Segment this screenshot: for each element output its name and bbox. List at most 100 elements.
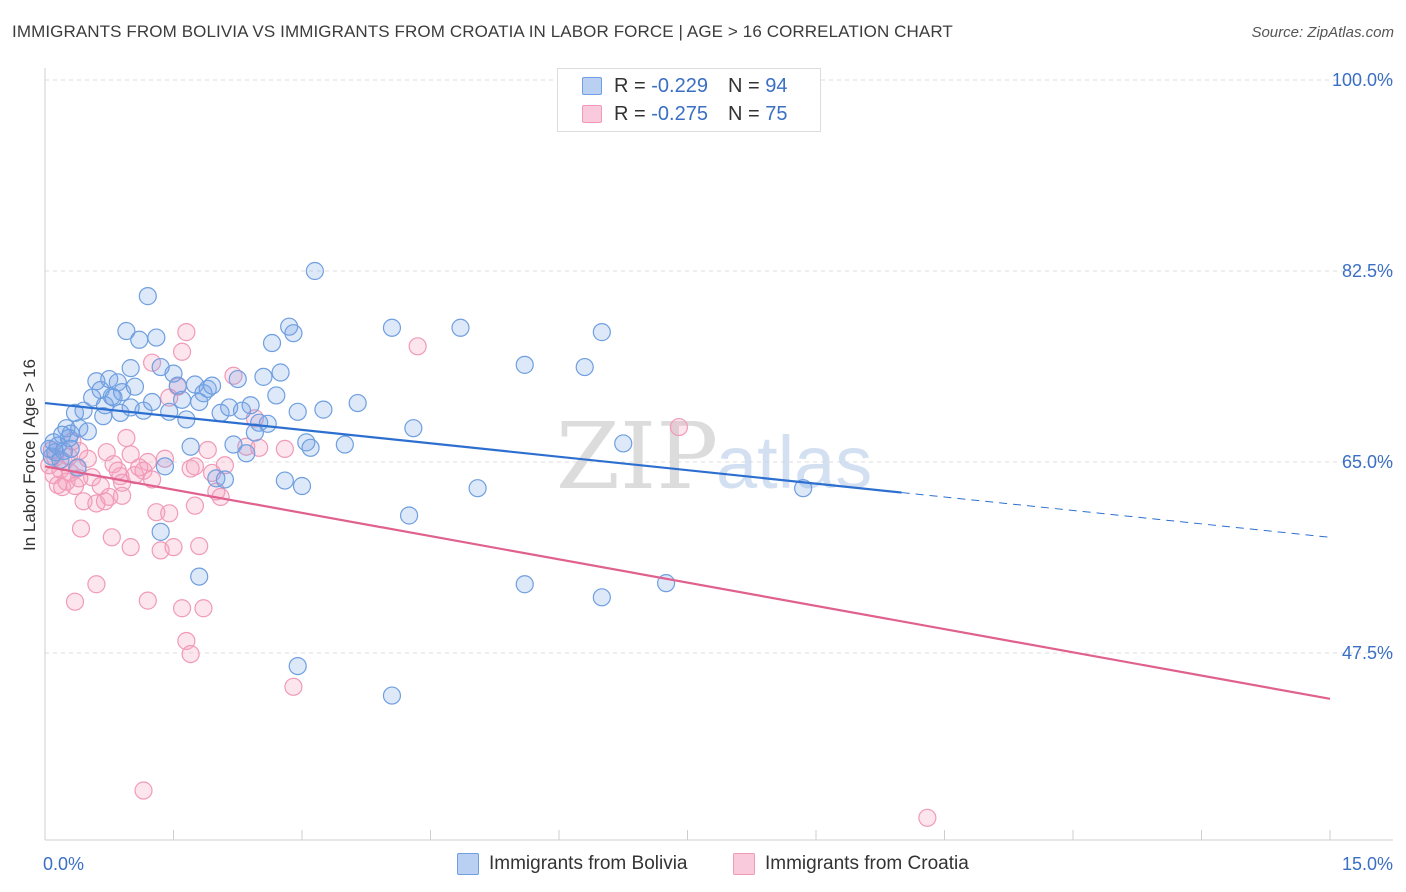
bolivia-point [314, 400, 333, 419]
croatia-point [177, 323, 196, 342]
x-tick-label: 15.0% [1342, 854, 1393, 874]
croatia-r-label: R = [614, 102, 646, 125]
bolivia-point [215, 470, 234, 489]
bolivia-point [147, 328, 166, 347]
bolivia-point [130, 330, 149, 349]
croatia-point [194, 599, 213, 618]
bolivia-point [614, 434, 633, 453]
bolivia-point [241, 396, 260, 415]
croatia-trend-line [44, 465, 1331, 700]
croatia-point [134, 781, 153, 800]
source-label: Source: ZipAtlas.com [1251, 24, 1394, 41]
bolivia-point [592, 588, 611, 607]
croatia-point [142, 353, 162, 372]
bolivia-point [382, 686, 402, 705]
croatia-point [147, 503, 166, 522]
croatia-point [121, 538, 140, 557]
bolivia-point [575, 357, 594, 377]
bolivia-point [78, 422, 97, 441]
bolivia-point [181, 437, 200, 456]
bolivia-point [117, 321, 136, 341]
bolivia-point [382, 318, 402, 337]
bolivia-point [112, 383, 132, 402]
croatia-point [215, 456, 234, 475]
bolivia-point [275, 471, 294, 490]
y-tick-label: 47.5% [1342, 643, 1393, 663]
trend-lines [44, 401, 1331, 700]
croatia-point [190, 536, 209, 556]
croatia-point [142, 470, 162, 489]
croatia-point [284, 677, 303, 696]
legend-row-bolivia: R = -0.229 N = 94 [582, 74, 787, 98]
bolivia-point [228, 369, 247, 389]
watermark-zip: ZIP [556, 403, 718, 510]
bolivia-n-value: 94 [765, 74, 788, 97]
bolivia-point [292, 476, 312, 496]
bolivia-point [301, 438, 320, 457]
bolivia-legend-label: Immigrants from Bolivia [489, 853, 688, 874]
croatia-point [71, 519, 91, 538]
chart-title: IMMIGRANTS FROM BOLIVIA VS IMMIGRANTS FR… [12, 22, 953, 41]
croatia-point [172, 342, 192, 361]
bolivia-point [138, 287, 157, 306]
bolivia-point [108, 373, 127, 392]
bolivia-point [262, 333, 282, 353]
bolivia-point [592, 323, 611, 342]
croatia-point [102, 528, 121, 547]
series-croatia-points [40, 323, 937, 827]
croatia-point [112, 486, 132, 505]
croatia-point [275, 439, 294, 459]
croatia-legend-label: Immigrants from Croatia [765, 853, 969, 874]
bolivia-point [164, 364, 183, 383]
bolivia-r-label: R = [614, 74, 646, 97]
croatia-point [198, 440, 217, 460]
croatia-point [181, 644, 200, 664]
croatia-point [185, 457, 205, 476]
tick-labels: 47.5% 65.0% 82.5% 100.0% 0.0% 15.0% [43, 70, 1393, 874]
croatia-point [155, 449, 175, 468]
bolivia-point [172, 390, 192, 409]
watermark-atlas: atlas [716, 421, 872, 504]
bolivia-point [348, 393, 367, 413]
y-tick-label: 82.5% [1342, 261, 1393, 281]
legend-item-bolivia[interactable]: Immigrants from Bolivia [457, 851, 688, 877]
bolivia-trend-extension [901, 492, 1331, 538]
croatia-point [172, 599, 192, 618]
croatia-point [138, 452, 157, 472]
bolivia-point [399, 506, 419, 525]
grid-lines [45, 79, 1393, 654]
bolivia-point [142, 392, 162, 412]
bolivia-point [335, 435, 354, 454]
legend-row-croatia: R = -0.275 N = 75 [582, 102, 787, 126]
bolivia-point [515, 575, 534, 594]
croatia-point [117, 428, 136, 448]
croatia-point [185, 496, 205, 515]
bolivia-point [451, 318, 470, 337]
bolivia-point [305, 261, 324, 281]
croatia-point [100, 487, 119, 507]
y-tick-label: 65.0% [1342, 452, 1393, 472]
series-bolivia-points [40, 261, 813, 705]
bolivia-point [224, 435, 243, 454]
croatia-legend-swatch [733, 853, 755, 875]
legend-item-croatia[interactable]: Immigrants from Croatia [733, 851, 969, 877]
bolivia-point [254, 367, 273, 386]
stats-legend: R = -0.229 N = 94 R = -0.275 N = 75 [557, 68, 821, 132]
croatia-swatch [582, 105, 602, 123]
bolivia-point [190, 567, 209, 586]
croatia-point [669, 417, 689, 437]
croatia-point [164, 538, 183, 557]
bolivia-point [155, 457, 175, 476]
croatia-point [160, 504, 179, 523]
bolivia-point [288, 656, 307, 676]
croatia-point [121, 445, 140, 464]
croatia-point [87, 575, 106, 594]
bolivia-point [202, 376, 222, 395]
watermark: ZIP atlas [556, 403, 872, 510]
bolivia-point [190, 392, 209, 412]
bolivia-n-label: N = [727, 74, 760, 97]
bolivia-point [267, 386, 286, 405]
bolivia-point [151, 522, 170, 541]
x-tick-label: 0.0% [43, 854, 84, 874]
